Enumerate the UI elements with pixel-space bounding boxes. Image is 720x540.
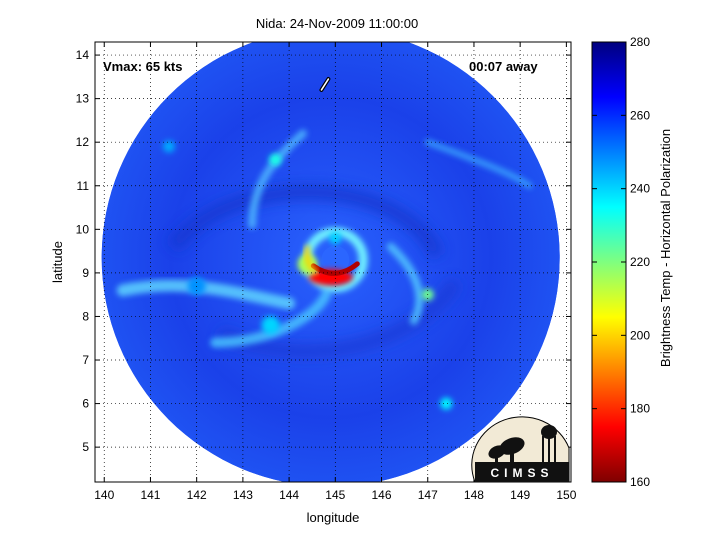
x-tick-label: 141	[140, 488, 160, 502]
dark-lane-south	[217, 277, 462, 359]
band-east	[386, 242, 424, 325]
feature-rainband-west	[187, 276, 206, 295]
y-tick-label: 7	[82, 353, 89, 367]
y-tick-label: 6	[82, 397, 89, 411]
feature-cell-northwest	[162, 140, 175, 153]
plot-frame	[94, 41, 572, 483]
x-tick-label: 144	[279, 488, 299, 502]
colorbar: 160 180 200 220 240 260 280 Brightness Temp - …	[591, 35, 673, 489]
colorbar-tick-label: 240	[630, 182, 650, 196]
y-tick-label: 14	[76, 48, 90, 62]
colorbar-tick-label: 180	[630, 402, 650, 416]
x-tick-label: 148	[464, 488, 484, 502]
band-south	[210, 289, 332, 348]
time-away-annotation: 00:07 away	[469, 59, 538, 74]
colorbar-gradient	[591, 41, 627, 483]
band-west	[116, 279, 296, 310]
x-tick-label: 150	[556, 488, 576, 502]
band-north	[248, 129, 307, 229]
dark-lane-north	[167, 184, 445, 259]
eyewall-core-arc	[310, 261, 360, 276]
x-tick-label: 142	[187, 488, 207, 502]
colorbar-label: Brightness Temp - Horizontal Polarizatio…	[658, 129, 673, 367]
x-axis-label: longitude	[307, 510, 360, 525]
x-tick-label: 145	[325, 488, 345, 502]
x-axis: 140 141 142 143 144 145 146 147 148 149 150	[94, 42, 577, 502]
logo-text: CIMSS	[490, 466, 553, 480]
colorbar-tick-label: 160	[630, 475, 650, 489]
x-tick-label: 143	[233, 488, 253, 502]
y-tick-label: 11	[77, 179, 90, 193]
colorbar-tick-label: 260	[630, 108, 650, 122]
grid	[95, 42, 571, 482]
band-ne	[424, 139, 533, 189]
y-axis: 5 6 7 8 9 10 11 12 13 14	[76, 48, 571, 454]
x-tick-label: 146	[372, 488, 392, 502]
cimss-logo: CIMSS	[471, 416, 570, 483]
colorbar-ticks: 160 180 200 220 240 260 280	[592, 35, 650, 489]
y-tick-label: 12	[76, 135, 90, 149]
colorbar-tick-label: 200	[630, 328, 650, 342]
eyewall-yellow-arc	[304, 245, 318, 275]
y-tick-label: 8	[82, 309, 89, 323]
plot-area	[95, 42, 571, 482]
feature-cell-southeast	[440, 397, 453, 410]
x-tick-label: 140	[94, 488, 114, 502]
feature-rainband-south	[261, 316, 280, 335]
storm-track-highlight	[320, 78, 330, 91]
satellite-dish-icon	[488, 437, 525, 464]
colorbar-tick-label: 280	[630, 35, 650, 49]
eye	[321, 245, 350, 274]
x-tick-label: 147	[418, 488, 438, 502]
y-axis-label: latitude	[50, 241, 65, 283]
colorbar-tick-label: 220	[630, 255, 650, 269]
y-tick-label: 5	[82, 440, 89, 454]
x-tick-label: 149	[510, 488, 530, 502]
y-tick-label: 10	[76, 222, 90, 236]
chart-title: Nida: 24-Nov-2009 11:00:00	[256, 16, 418, 31]
vmax-annotation: Vmax: 65 kts	[103, 59, 183, 74]
microwave-swath	[101, 42, 560, 482]
y-tick-label: 9	[82, 266, 89, 280]
feature-cell-north	[269, 153, 282, 166]
water-tower-icon	[541, 425, 557, 462]
y-tick-label: 13	[76, 92, 90, 106]
